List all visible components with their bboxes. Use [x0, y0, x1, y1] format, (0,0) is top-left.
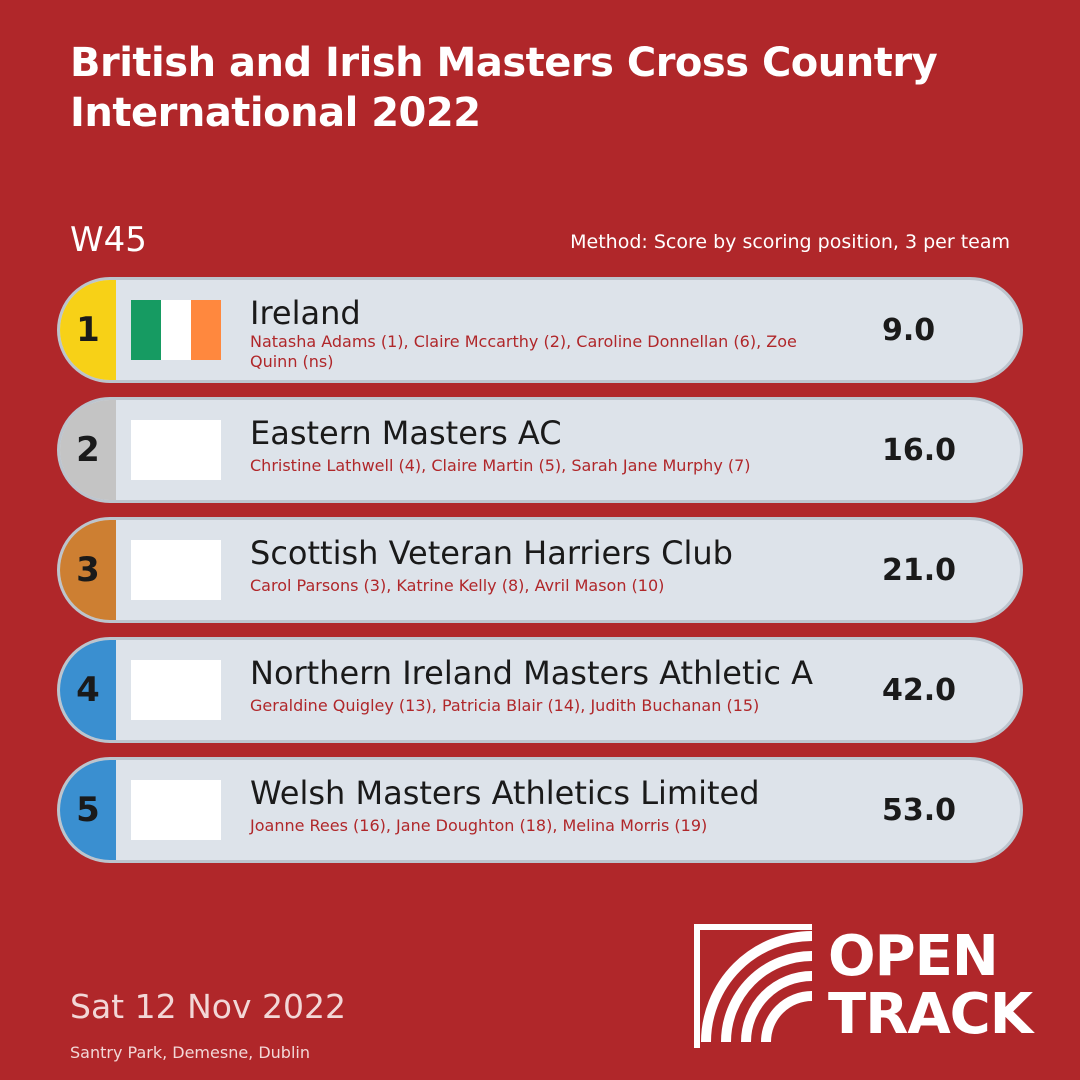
team-name: Eastern Masters AC	[250, 414, 562, 452]
category-label: W45	[70, 220, 147, 260]
flag-stripe	[131, 300, 161, 360]
team-flag-placeholder-icon	[131, 540, 221, 600]
result-row: 2 Eastern Masters AC Christine Lathwell …	[57, 397, 1023, 503]
rank-badge: 5	[60, 760, 116, 860]
team-flag-placeholder-icon	[131, 780, 221, 840]
result-row: 4 Northern Ireland Masters Athletic A Ge…	[57, 637, 1023, 743]
team-name: Scottish Veteran Harriers Club	[250, 534, 733, 572]
scoring-method: Method: Score by scoring position, 3 per…	[570, 231, 1010, 253]
flag-stripe	[161, 300, 191, 360]
rank-badge: 2	[60, 400, 116, 500]
team-flag-placeholder-icon	[131, 420, 221, 480]
team-score: 42.0	[882, 672, 957, 708]
team-flag-placeholder-icon	[131, 660, 221, 720]
team-score: 53.0	[882, 792, 957, 828]
result-row: 3 Scottish Veteran Harriers Club Carol P…	[57, 517, 1023, 623]
team-score: 9.0	[882, 312, 936, 348]
result-row: 1 Ireland Natasha Adams (1), Claire Mcca…	[57, 277, 1023, 383]
team-name: Northern Ireland Masters Athletic A	[250, 654, 814, 692]
rank-badge: 1	[60, 280, 116, 380]
team-members: Christine Lathwell (4), Claire Martin (5…	[250, 456, 751, 475]
rank-badge: 4	[60, 640, 116, 740]
team-members: Natasha Adams (1), Claire Mccarthy (2), …	[250, 332, 797, 371]
results-list: 1 Ireland Natasha Adams (1), Claire Mcca…	[57, 277, 1023, 877]
team-name: Welsh Masters Athletics Limited	[250, 774, 760, 812]
team-members: Carol Parsons (3), Katrine Kelly (8), Av…	[250, 576, 665, 595]
logo-line-track: TRACK	[828, 982, 1033, 1047]
team-score: 21.0	[882, 552, 957, 588]
ireland-flag-icon	[131, 300, 221, 360]
logo-wordmark: OPEN TRACK	[828, 924, 1033, 1047]
team-members: Geraldine Quigley (13), Patricia Blair (…	[250, 696, 760, 715]
event-date: Sat 12 Nov 2022	[70, 987, 346, 1026]
event-venue: Santry Park, Demesne, Dublin	[70, 1043, 310, 1062]
result-row: 5 Welsh Masters Athletics Limited Joanne…	[57, 757, 1023, 863]
team-name: Ireland	[250, 294, 361, 332]
open-track-logo-icon	[694, 924, 813, 1048]
flag-stripe	[191, 300, 221, 360]
rank-badge: 3	[60, 520, 116, 620]
logo-line-open: OPEN	[828, 924, 999, 989]
open-track-logo: OPEN TRACK	[694, 924, 1050, 1048]
team-score: 16.0	[882, 432, 957, 468]
page-title: British and Irish Masters Cross Country …	[70, 40, 938, 136]
team-members: Joanne Rees (16), Jane Doughton (18), Me…	[250, 816, 708, 835]
